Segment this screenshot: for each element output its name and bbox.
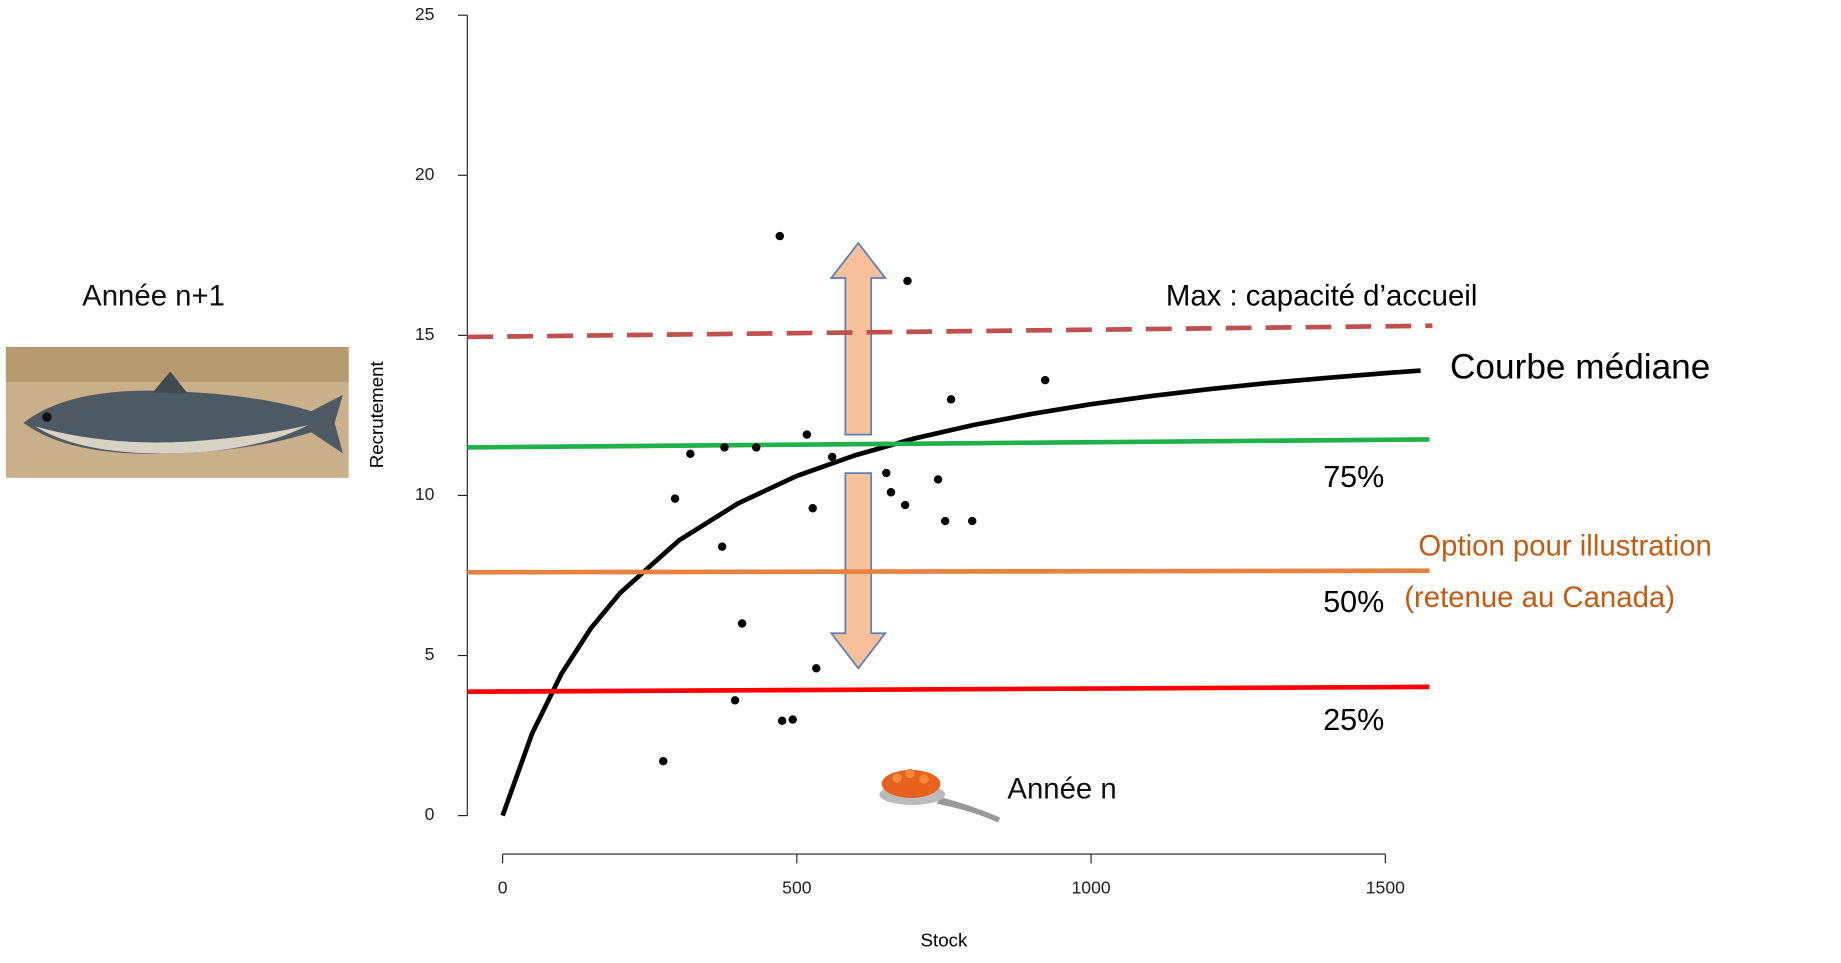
y-tick-label: 20 bbox=[415, 164, 435, 184]
point bbox=[686, 449, 695, 459]
line bbox=[467, 568, 1430, 575]
point bbox=[967, 516, 977, 526]
point bbox=[752, 443, 761, 452]
arrow bbox=[829, 241, 888, 436]
point bbox=[886, 488, 896, 497]
x-axis-title: Stock bbox=[921, 930, 969, 951]
point bbox=[827, 452, 837, 462]
point bbox=[670, 494, 680, 503]
y-tick-label: 10 bbox=[415, 484, 435, 504]
fish-image bbox=[5, 346, 349, 478]
line-label: 50% bbox=[1323, 585, 1384, 619]
caviar-image bbox=[879, 768, 1001, 823]
point bbox=[1040, 375, 1050, 385]
point bbox=[808, 504, 817, 513]
point bbox=[788, 715, 797, 724]
y-tick-label: 25 bbox=[415, 4, 435, 24]
point bbox=[940, 516, 950, 526]
point bbox=[717, 542, 727, 551]
point bbox=[900, 500, 910, 510]
point bbox=[777, 716, 787, 726]
x-tick-label: 1500 bbox=[1366, 878, 1405, 898]
point bbox=[802, 430, 812, 439]
point bbox=[730, 696, 740, 705]
line bbox=[467, 323, 1433, 340]
point bbox=[903, 276, 912, 286]
line-label: 25% bbox=[1323, 703, 1384, 737]
point bbox=[812, 664, 821, 673]
annotation: Année n+1 bbox=[82, 280, 225, 313]
x-tick-label: 500 bbox=[782, 878, 812, 898]
point bbox=[882, 468, 891, 478]
line-label: Courbe médiane bbox=[1450, 348, 1710, 387]
annotation: (retenue au Canada) bbox=[1404, 581, 1675, 614]
annotation: Année n bbox=[1007, 773, 1116, 806]
point bbox=[933, 475, 943, 484]
line bbox=[500, 368, 1421, 817]
point bbox=[946, 395, 956, 404]
point bbox=[775, 231, 785, 241]
line-label: 75% bbox=[1323, 460, 1384, 494]
point bbox=[720, 443, 729, 452]
line-label: Max : capacité d’accueil bbox=[1166, 280, 1477, 313]
y-tick-label: 5 bbox=[425, 644, 435, 664]
point bbox=[659, 756, 668, 766]
line bbox=[467, 437, 1430, 450]
x-tick-label: 0 bbox=[498, 878, 508, 898]
annotation: Option pour illustration bbox=[1418, 530, 1712, 563]
point bbox=[737, 619, 747, 628]
line bbox=[467, 684, 1430, 695]
x-tick-label: 1000 bbox=[1072, 878, 1111, 898]
y-tick-label: 0 bbox=[425, 804, 435, 824]
y-tick-label: 15 bbox=[415, 324, 435, 344]
y-axis-title: Recrutement bbox=[366, 361, 387, 469]
